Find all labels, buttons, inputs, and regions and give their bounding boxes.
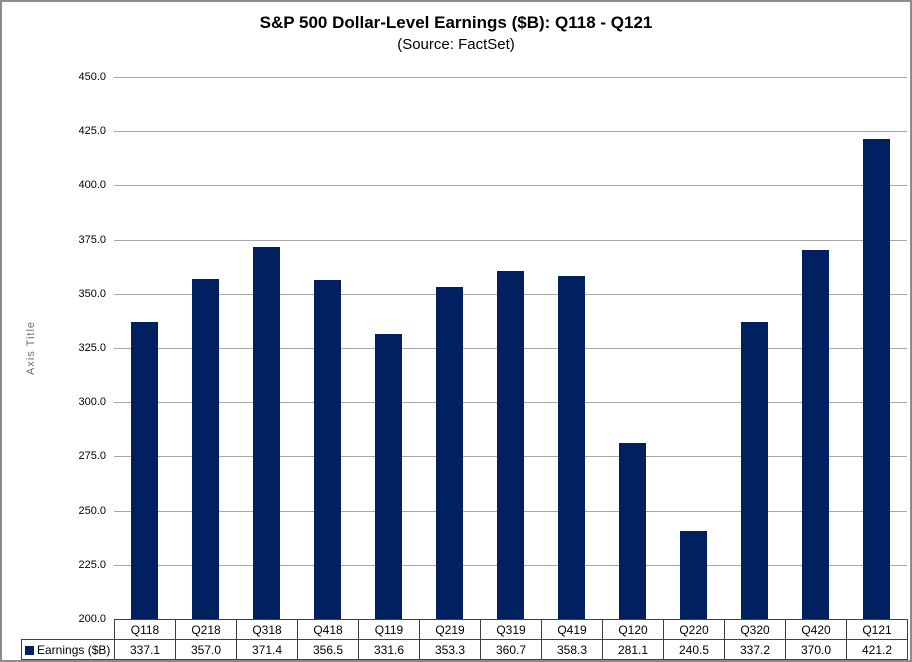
category-cell: Q218 (175, 619, 237, 640)
category-cell: Q119 (358, 619, 420, 640)
gridline (114, 240, 907, 241)
gridline (114, 131, 907, 132)
y-axis-tick-label: 300.0 (78, 396, 106, 408)
category-cell: Q121 (846, 619, 908, 640)
y-axis-tick-label: 375.0 (78, 234, 106, 246)
y-axis-tick-label: 200.0 (78, 613, 106, 625)
y-axis-tick-label: 275.0 (78, 450, 106, 462)
chart-subtitle: (Source: FactSet) (397, 36, 515, 53)
bar-Q420 (802, 250, 829, 619)
legend-swatch-icon (25, 645, 34, 655)
value-cell: 337.2 (724, 639, 786, 660)
legend-label: Earnings ($B) (37, 642, 111, 657)
chart-title: S&P 500 Dollar-Level Earnings ($B): Q118… (259, 13, 653, 32)
y-axis-tick-label: 450.0 (78, 71, 106, 83)
y-axis-tick-label: 225.0 (78, 559, 106, 571)
table-corner-cell (22, 620, 115, 640)
category-cell: Q420 (785, 619, 847, 640)
y-axis-tick-label: 350.0 (78, 288, 106, 300)
gridline (114, 185, 907, 186)
value-cell: 360.7 (480, 639, 542, 660)
legend-item: Earnings ($B) (21, 639, 115, 660)
bar-Q418 (314, 280, 341, 619)
value-cell: 240.5 (663, 639, 725, 660)
gridline (114, 77, 907, 78)
bar-Q121 (863, 139, 890, 619)
value-cell: 281.1 (602, 639, 664, 660)
y-axis-tick-label: 250.0 (78, 505, 106, 517)
values-row: Earnings ($B) 337.1 357.0 371.4 356.5 331.6 35… (21, 639, 908, 660)
value-cell: 370.0 (785, 639, 847, 660)
category-cell: Q120 (602, 619, 664, 640)
bar-Q120 (619, 443, 646, 619)
category-cell: Q418 (297, 619, 359, 640)
bar-Q218 (192, 279, 219, 619)
value-cell: 356.5 (297, 639, 359, 660)
data-table: Q118 Q218 Q318 Q418 Q119 Q219 Q319 Q419 Q120 Q220… (21, 619, 908, 660)
y-axis-tick-label: 325.0 (78, 342, 106, 354)
category-cell: Q320 (724, 619, 786, 640)
bar-Q318 (253, 247, 280, 619)
value-cell: 353.3 (419, 639, 481, 660)
y-axis-tick-label: 400.0 (78, 179, 106, 191)
bar-Q119 (375, 334, 402, 619)
bar-Q319 (497, 271, 524, 619)
value-cell: 331.6 (358, 639, 420, 660)
category-cell: Q419 (541, 619, 603, 640)
value-cell: 337.1 (114, 639, 176, 660)
category-cell: Q319 (480, 619, 542, 640)
value-cell: 358.3 (541, 639, 603, 660)
value-cell: 421.2 (846, 639, 908, 660)
category-cell: Q118 (114, 619, 176, 640)
bar-Q220 (680, 531, 707, 619)
value-cell: 371.4 (236, 639, 298, 660)
category-row: Q118 Q218 Q318 Q418 Q119 Q219 Q319 Q419 Q120 Q220… (22, 619, 908, 640)
bar-Q219 (436, 287, 463, 619)
value-cell: 357.0 (175, 639, 237, 660)
title-block: S&P 500 Dollar-Level Earnings ($B): Q118… (2, 12, 910, 55)
bar-Q419 (558, 276, 585, 619)
category-cell: Q220 (663, 619, 725, 640)
y-axis-tick-label: 425.0 (78, 125, 106, 137)
category-cell: Q219 (419, 619, 481, 640)
bar-Q320 (741, 322, 768, 619)
bar-Q118 (131, 322, 158, 619)
category-cell: Q318 (236, 619, 298, 640)
